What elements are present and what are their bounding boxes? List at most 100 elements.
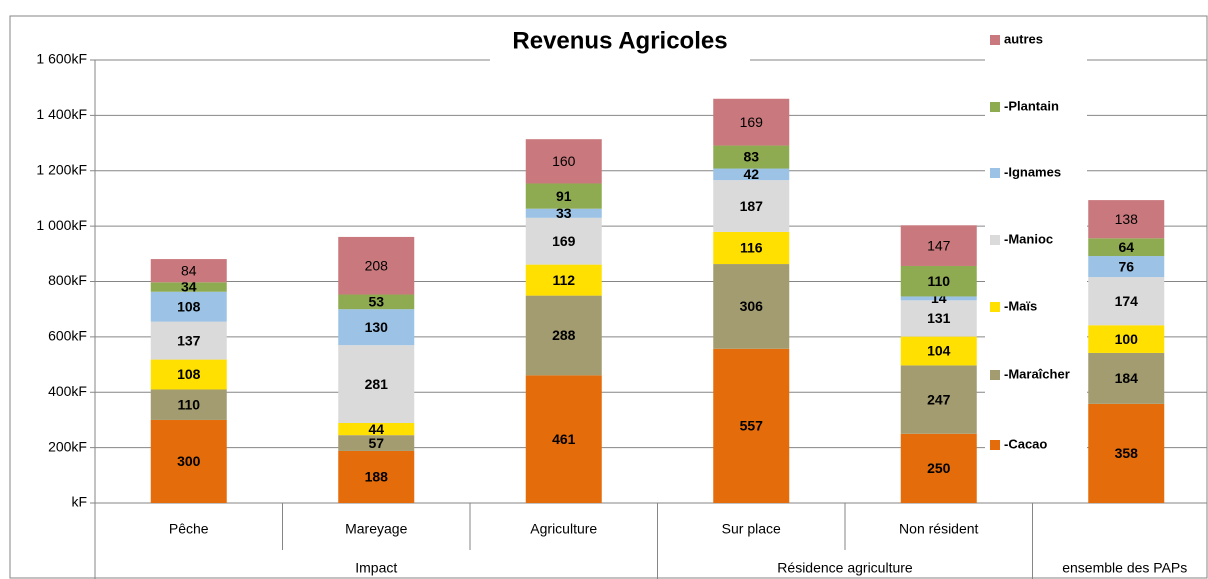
data-label: 174 xyxy=(1115,293,1139,309)
y-tick-label: 400kF xyxy=(48,383,87,399)
data-label: 110 xyxy=(927,273,950,289)
bar-segment xyxy=(150,282,227,292)
bar-segment xyxy=(713,348,790,503)
data-label: 306 xyxy=(740,298,764,314)
legend-label: autres xyxy=(1004,31,1043,46)
bar-segment xyxy=(713,264,790,349)
bar-segment xyxy=(1088,256,1165,278)
x-tick-label: Pêche xyxy=(169,521,209,537)
bar-segment xyxy=(900,336,977,366)
legend-label: -Ignames xyxy=(1004,164,1061,179)
legend-swatch xyxy=(990,235,1000,245)
bar-segment xyxy=(713,168,790,181)
legend-swatch xyxy=(990,168,1000,178)
bar-segment xyxy=(525,208,602,218)
data-label: 281 xyxy=(365,376,389,392)
bar-segment xyxy=(713,98,790,146)
legend-label: -Maraîcher xyxy=(1004,366,1070,381)
y-tick-label: 600kF xyxy=(48,328,87,344)
data-label: 83 xyxy=(743,149,759,165)
data-label: 288 xyxy=(552,327,576,343)
data-label: 76 xyxy=(1118,258,1134,274)
legend-label: -Cacao xyxy=(1004,436,1047,451)
legend-swatch xyxy=(990,102,1000,112)
bar-segment xyxy=(1088,403,1165,503)
y-tick-label: kF xyxy=(71,494,87,510)
title-background xyxy=(490,22,750,62)
bar-segment xyxy=(713,180,790,232)
data-label: 160 xyxy=(552,153,576,169)
bar-segment xyxy=(338,435,415,451)
y-tick-label: 200kF xyxy=(48,438,87,454)
x-tick-label: Mareyage xyxy=(345,521,407,537)
data-label: 300 xyxy=(177,453,201,469)
data-label: 250 xyxy=(927,460,951,476)
bar-segment xyxy=(338,236,415,295)
bar-segment xyxy=(1088,325,1165,353)
bar-segment xyxy=(713,145,790,169)
data-label: 116 xyxy=(740,240,763,256)
y-tick-label: 1 600kF xyxy=(36,51,87,67)
x-tick-label: Agriculture xyxy=(530,521,597,537)
bar-segment xyxy=(1088,277,1165,326)
bar-segment xyxy=(150,259,227,283)
bar-segment xyxy=(525,264,602,296)
data-label: 91 xyxy=(556,188,572,204)
bar-segment xyxy=(525,183,602,209)
data-label: 138 xyxy=(1115,211,1139,227)
legend-swatch xyxy=(990,35,1000,45)
data-label: 147 xyxy=(927,237,951,253)
data-label: 110 xyxy=(177,396,200,412)
data-label: 84 xyxy=(181,262,197,278)
data-label: 358 xyxy=(1115,445,1139,461)
bar-segment xyxy=(150,419,227,503)
bar-segment xyxy=(338,450,415,503)
group-label: ensemble des PAPs xyxy=(1062,560,1187,576)
bar-segment xyxy=(525,295,602,376)
bar-segment xyxy=(525,375,602,503)
x-tick-label: Non résident xyxy=(899,521,978,537)
bar-segment xyxy=(150,359,227,390)
bar-segment xyxy=(1088,352,1165,404)
data-label: 100 xyxy=(1115,331,1139,347)
data-label: 137 xyxy=(177,332,201,348)
data-label: 108 xyxy=(177,366,201,382)
bar-segment xyxy=(525,139,602,184)
data-label: 187 xyxy=(740,198,764,214)
bar-segment xyxy=(900,265,977,297)
y-tick-label: 1 200kF xyxy=(36,161,87,177)
data-label: 131 xyxy=(927,310,951,326)
data-label: 34 xyxy=(181,279,197,295)
data-label: 208 xyxy=(365,257,389,273)
y-tick-label: 1 000kF xyxy=(36,217,87,233)
bar-segment xyxy=(150,389,227,420)
legend-swatch xyxy=(990,302,1000,312)
bar-segment xyxy=(150,291,227,322)
data-label: 53 xyxy=(368,294,384,310)
data-label: 169 xyxy=(552,233,576,249)
legend-label: -Plantain xyxy=(1004,98,1059,113)
data-label: 42 xyxy=(743,166,759,182)
data-label: 104 xyxy=(927,343,951,359)
data-label: 188 xyxy=(365,469,389,485)
legend-swatch xyxy=(990,370,1000,380)
data-label: 44 xyxy=(368,421,384,437)
x-tick-label: Sur place xyxy=(722,521,781,537)
legend-label: -Maïs xyxy=(1004,298,1037,313)
legend-label: -Manioc xyxy=(1004,231,1053,246)
bar-segment xyxy=(525,217,602,265)
chart-title: Revenus Agricoles xyxy=(512,27,727,54)
bar-segment xyxy=(900,300,977,337)
bar-segment xyxy=(1088,200,1165,239)
data-label: 57 xyxy=(368,435,384,451)
bar-segment xyxy=(338,294,415,310)
bar-segment xyxy=(338,345,415,423)
group-label: Impact xyxy=(355,560,397,576)
data-label: 461 xyxy=(552,431,576,447)
bar-segment xyxy=(1088,238,1165,257)
data-label: 557 xyxy=(740,418,764,434)
bar-segment xyxy=(900,225,977,266)
bar-segment xyxy=(900,433,977,503)
data-label: 184 xyxy=(1115,370,1139,386)
data-label: 169 xyxy=(740,114,764,130)
